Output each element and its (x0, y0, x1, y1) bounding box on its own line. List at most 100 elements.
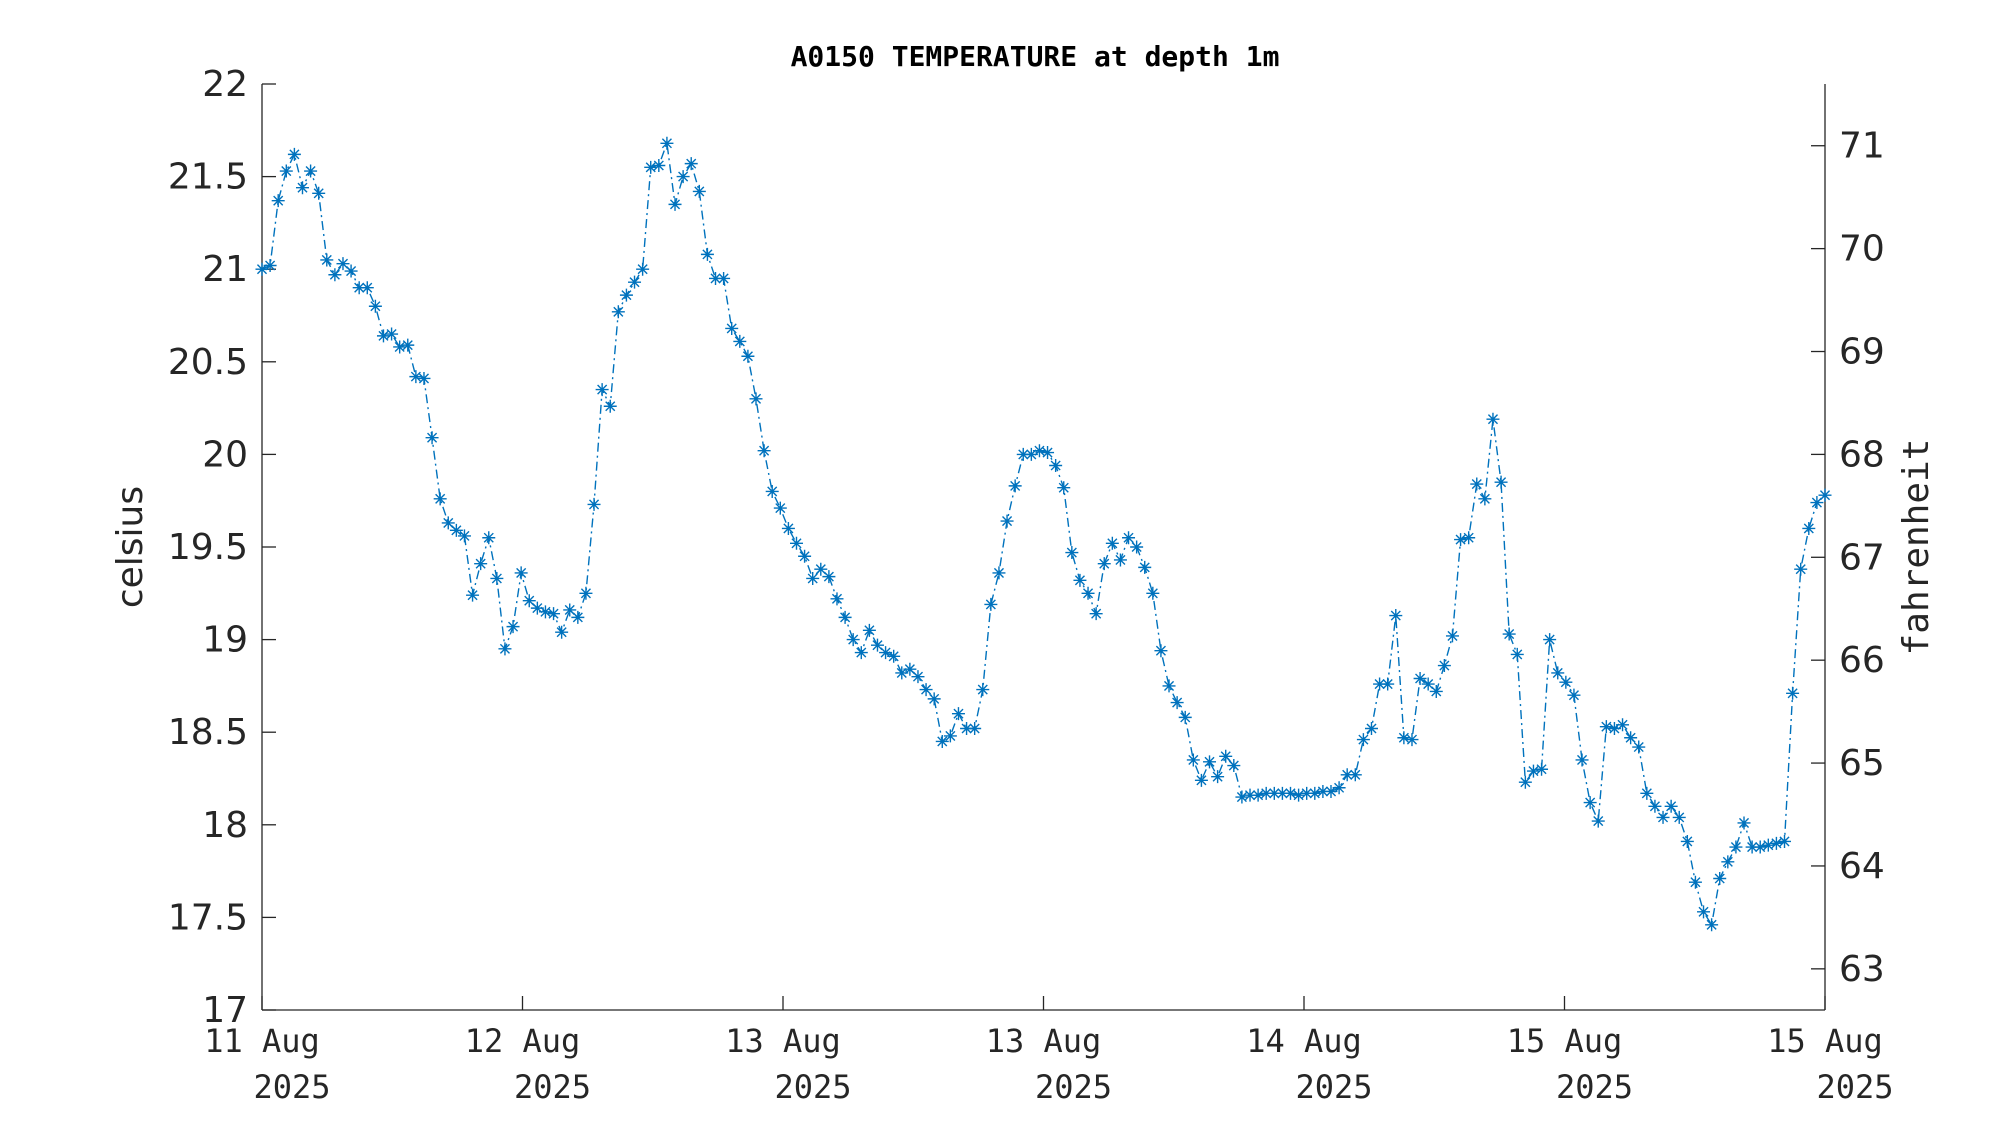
data-point-marker (522, 594, 536, 608)
data-point-marker (498, 642, 512, 656)
data-point-marker (911, 670, 925, 684)
data-point-marker (368, 299, 382, 313)
x-tick-year-label: 2025 (1556, 1068, 1633, 1106)
data-point-marker (587, 497, 601, 511)
data-point-marker (1186, 753, 1200, 767)
data-point-marker (1057, 481, 1071, 495)
data-point-marker (1203, 755, 1217, 769)
right-y-ticks: 63 64 65 66 67 68 69 70 71 (1811, 126, 1885, 990)
data-point-marker (1381, 677, 1395, 691)
data-point-marker (1194, 773, 1208, 787)
data-point-marker (1008, 479, 1022, 493)
data-point-marker (1599, 720, 1613, 734)
data-point-marker (1518, 775, 1532, 789)
x-tick-year-label: 2025 (514, 1068, 591, 1106)
data-point-marker (263, 258, 277, 272)
data-point-marker (628, 275, 642, 289)
data-point-marker (328, 268, 342, 282)
data-point-marker (862, 623, 876, 637)
right-y-tick-label: 65 (1839, 743, 1885, 784)
data-point-marker (636, 262, 650, 276)
data-point-marker (927, 692, 941, 706)
data-point-marker (725, 321, 739, 335)
data-point-marker (1041, 446, 1055, 460)
data-point-marker (1680, 834, 1694, 848)
data-point-marker (684, 157, 698, 171)
data-point-marker (466, 588, 480, 602)
data-point-marker (1178, 710, 1192, 724)
data-point-marker (1591, 814, 1605, 828)
temperature-series (255, 136, 1832, 932)
data-point-marker (660, 136, 674, 150)
data-point-marker (1211, 770, 1225, 784)
data-point-marker (1267, 786, 1281, 800)
data-point-marker (1397, 731, 1411, 745)
data-point-marker (692, 184, 706, 198)
data-point-marker (295, 181, 309, 195)
left-y-tick-label: 19.5 (168, 527, 248, 568)
data-point-marker (1016, 447, 1030, 461)
data-point-marker (830, 592, 844, 606)
data-point-marker (1348, 768, 1362, 782)
data-point-marker (765, 484, 779, 498)
data-point-marker (773, 501, 787, 515)
data-point-marker (1024, 447, 1038, 461)
data-point-marker (1300, 786, 1314, 800)
data-point-marker (1713, 872, 1727, 886)
data-point-marker (1405, 733, 1419, 747)
data-point-marker (1705, 918, 1719, 932)
data-point-marker (1543, 633, 1557, 647)
data-point-marker (919, 683, 933, 697)
data-point-marker (571, 610, 585, 624)
data-point-marker (668, 197, 682, 211)
left-y-tick-label: 22 (202, 64, 248, 105)
data-point-marker (789, 536, 803, 550)
data-point-marker (1429, 684, 1443, 698)
data-point-marker (822, 570, 836, 584)
data-point-marker (644, 160, 658, 174)
data-point-marker (1364, 721, 1378, 735)
chart-title: A0150 TEMPERATURE at depth 1m (791, 40, 1280, 73)
data-point-marker (1802, 521, 1816, 535)
data-point-marker (1640, 786, 1654, 800)
data-point-marker (457, 529, 471, 543)
data-point-marker (1575, 753, 1589, 767)
data-point-marker (304, 164, 318, 178)
data-point-marker (1818, 488, 1832, 502)
data-point-marker (1559, 675, 1573, 689)
data-point-marker (376, 329, 390, 343)
x-tick-year-label: 2025 (1295, 1068, 1372, 1106)
x-tick-year-label: 2025 (1035, 1068, 1112, 1106)
data-point-marker (1227, 759, 1241, 773)
data-point-marker (449, 523, 463, 537)
data-point-marker (1332, 781, 1346, 795)
x-tick-day-label: 12 Aug (465, 1022, 581, 1060)
data-point-marker (360, 281, 374, 295)
data-point-marker (1243, 788, 1257, 802)
data-point-marker (401, 338, 415, 352)
data-point-marker (814, 562, 828, 576)
data-point-marker (1551, 666, 1565, 680)
right-y-tick-label: 66 (1839, 640, 1885, 681)
data-point-marker (1373, 677, 1387, 691)
data-point-marker (1113, 553, 1127, 567)
x-tick-day-label: 13 Aug (986, 1022, 1102, 1060)
data-point-marker (1656, 810, 1670, 824)
data-point-marker (652, 158, 666, 172)
data-point-marker (870, 638, 884, 652)
data-point-marker (1632, 740, 1646, 754)
data-point-marker (1081, 586, 1095, 600)
x-tick-day-label: 11 Aug (204, 1022, 320, 1060)
data-point-marker (1607, 721, 1621, 735)
right-y-axis-label: fahrenheit (1896, 439, 1937, 656)
data-point-marker (1219, 749, 1233, 763)
data-point-marker (255, 262, 269, 276)
data-point-marker (271, 194, 285, 208)
data-point-marker (798, 549, 812, 563)
left-y-tick-label: 20.5 (168, 342, 248, 383)
data-point-marker (700, 247, 714, 261)
x-tick-day-label: 15 Aug (1767, 1022, 1883, 1060)
data-point-marker (992, 566, 1006, 580)
data-point-marker (547, 607, 561, 621)
data-point-marker (1049, 459, 1063, 473)
